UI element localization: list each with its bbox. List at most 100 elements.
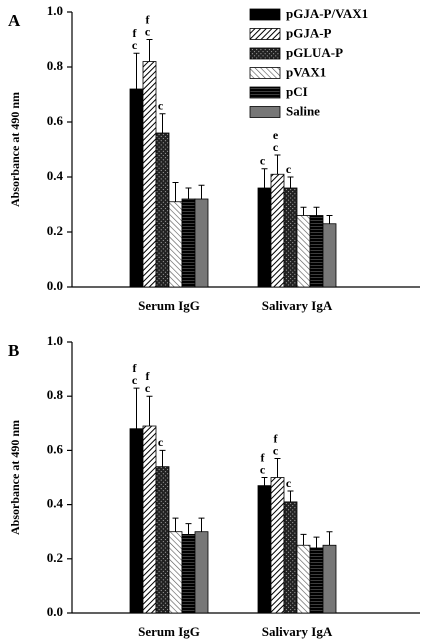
bar	[142, 425, 157, 614]
legend-swatch	[249, 106, 281, 118]
legend-swatch	[249, 28, 281, 40]
bar	[309, 215, 324, 288]
significance-letter: c	[158, 435, 164, 449]
y-tick-label: 0.4	[47, 168, 64, 183]
error-bar	[198, 517, 205, 532]
y-tick-label: 0.0	[47, 604, 63, 619]
y-axis-label: Absorbance at 490 nm	[8, 420, 22, 535]
y-tick-label: 0.8	[47, 387, 64, 402]
y-tick-label: 0.2	[47, 223, 63, 238]
legend-swatch	[249, 67, 281, 79]
significance-letter: f	[146, 369, 151, 383]
error-bar	[185, 187, 192, 199]
error-bar	[326, 531, 333, 546]
y-tick-label: 0.8	[47, 58, 64, 73]
error-bar	[172, 517, 179, 532]
significance-letter: f	[133, 361, 138, 375]
significance-letter: e	[273, 128, 279, 142]
bar	[168, 531, 183, 614]
error-bar	[159, 113, 166, 133]
significance-letter: c	[260, 154, 266, 168]
significance-letter: c	[273, 140, 279, 154]
significance-letter: f	[274, 431, 279, 445]
error-bar	[261, 168, 268, 188]
error-bar	[313, 536, 320, 548]
legend-label: pGJA-P	[286, 25, 332, 40]
significance-letter: f	[133, 26, 138, 40]
bar	[322, 223, 337, 288]
legend-label: pCI	[286, 84, 308, 99]
error-bar	[146, 395, 153, 427]
bar	[270, 173, 285, 288]
error-bar	[133, 52, 140, 89]
error-bar	[274, 154, 281, 175]
significance-letter: c	[273, 443, 279, 457]
x-tick-label: Salivary IgA	[262, 298, 333, 313]
bar	[181, 534, 196, 614]
panel-label: B	[8, 341, 19, 360]
legend-swatch	[249, 86, 281, 99]
error-bar	[159, 449, 166, 467]
legend-label: pGJA-P/VAX1	[286, 6, 368, 21]
significance-letter: c	[286, 476, 292, 490]
error-bar	[300, 206, 307, 216]
x-tick-label: Serum IgG	[138, 298, 200, 313]
error-bar	[172, 182, 179, 202]
significance-letter: c	[286, 162, 292, 176]
bar	[283, 501, 298, 614]
error-bar	[185, 523, 192, 535]
y-tick-label: 0.0	[47, 278, 63, 293]
y-tick-label: 1.0	[47, 3, 63, 18]
error-bar	[326, 215, 333, 224]
significance-letter: c	[145, 381, 151, 395]
significance-letter: c	[158, 99, 164, 113]
y-tick-label: 1.0	[47, 333, 63, 348]
y-tick-label: 0.4	[47, 496, 64, 511]
bar	[168, 201, 183, 288]
error-bar	[261, 477, 268, 486]
x-tick-label: Serum IgG	[138, 624, 200, 639]
error-bar	[313, 206, 320, 216]
bar	[257, 485, 272, 614]
x-tick-label: Salivary IgA	[262, 624, 333, 639]
bar	[283, 187, 298, 288]
error-bar	[287, 490, 294, 502]
y-axis-label: Absorbance at 490 nm	[8, 92, 22, 207]
error-bar	[300, 533, 307, 546]
legend-label: pVAX1	[286, 64, 326, 79]
bar	[181, 198, 196, 288]
panel-label: A	[8, 11, 21, 30]
significance-letter: f	[261, 450, 266, 464]
error-bar	[133, 387, 140, 429]
bar	[155, 132, 170, 288]
legend-label: Saline	[286, 103, 320, 118]
error-bar	[287, 176, 294, 188]
significance-letter: c	[260, 462, 266, 476]
bar	[194, 198, 209, 288]
bar	[322, 544, 337, 614]
error-bar	[198, 184, 205, 199]
significance-letter: c	[132, 38, 138, 52]
y-tick-label: 0.2	[47, 550, 63, 565]
bar	[194, 531, 209, 614]
error-bar	[146, 39, 153, 62]
bar	[270, 477, 285, 614]
y-tick-label: 0.6	[47, 441, 64, 456]
legend-swatch	[249, 8, 281, 21]
bar	[309, 547, 324, 614]
y-tick-label: 0.6	[47, 113, 64, 128]
bar	[155, 466, 170, 614]
bar	[129, 428, 144, 614]
significance-letter: c	[145, 24, 151, 38]
error-bar	[274, 458, 281, 478]
significance-letter: c	[132, 373, 138, 387]
legend-swatch	[249, 47, 281, 60]
legend-label: pGLUA-P	[286, 45, 343, 60]
bar	[296, 215, 311, 288]
significance-letter: f	[146, 12, 151, 26]
bar	[296, 544, 311, 614]
bar	[142, 61, 157, 288]
bar	[257, 187, 272, 288]
bar	[129, 88, 144, 288]
